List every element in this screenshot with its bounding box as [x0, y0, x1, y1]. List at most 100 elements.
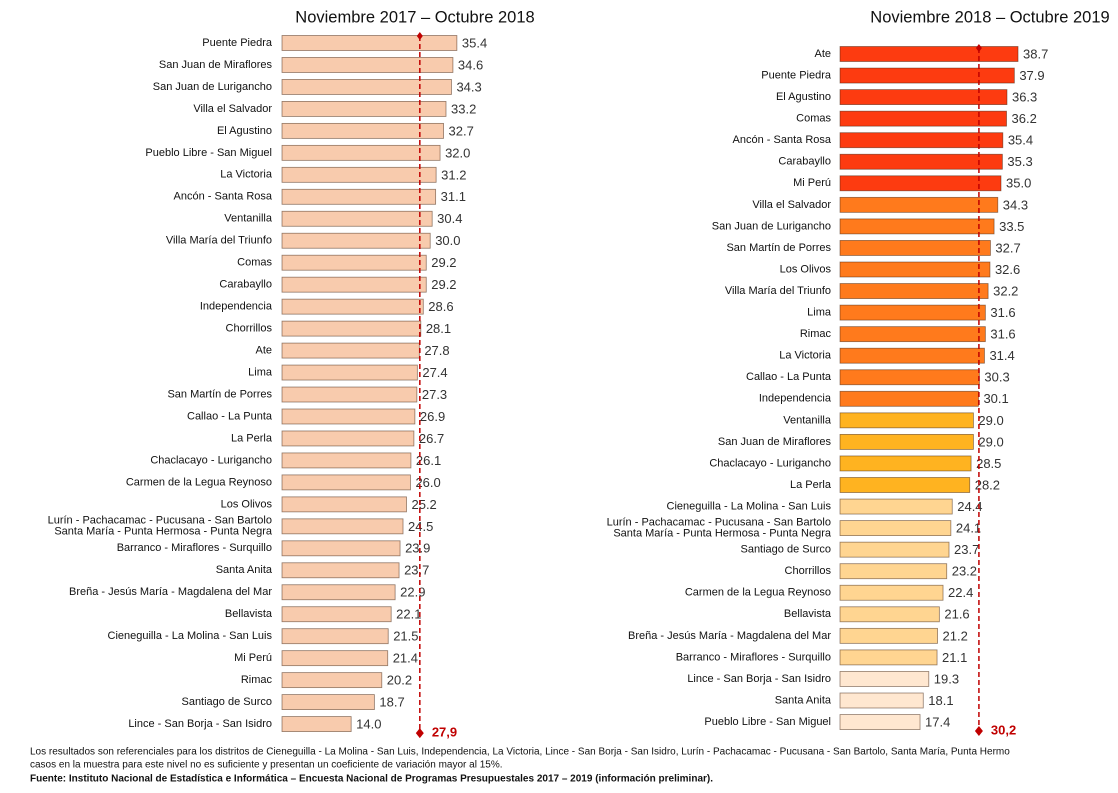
category-label: Chorrillos — [785, 565, 832, 577]
bar — [281, 606, 392, 623]
bar — [281, 452, 412, 469]
value-label: 25.2 — [411, 497, 436, 512]
value-label: 24.5 — [408, 519, 433, 534]
value-label: 29.2 — [431, 277, 456, 292]
bar — [839, 89, 1008, 105]
category-label: Lince - San Borja - San Isidro — [128, 718, 272, 730]
value-label: 19.3 — [934, 671, 959, 686]
category-label: Puente Piedra — [202, 37, 273, 49]
category-label: Lurín - Pachacamac - Pucusana - San Bart… — [48, 515, 272, 527]
category-label: Barranco - Miraflores - Surquillo — [117, 542, 272, 554]
category-label: Bellavista — [225, 608, 273, 620]
category-label: Callao - La Punta — [746, 371, 832, 383]
category-label: Chaclacayo - Lurigancho — [150, 454, 272, 466]
value-label: 28.1 — [426, 321, 451, 336]
value-label: 33.5 — [999, 219, 1024, 234]
bar — [839, 412, 974, 429]
value-label: 14.0 — [356, 717, 381, 732]
category-label: Ancón - Santa Rosa — [174, 191, 273, 203]
value-label: 21.6 — [944, 607, 969, 622]
value-label: 35.0 — [1006, 176, 1031, 191]
average-label: 30,2 — [991, 722, 1016, 737]
value-label: 27.8 — [424, 343, 449, 358]
category-label: Cieneguilla - La Molina - San Luis — [667, 500, 832, 512]
category-label: Comas — [237, 257, 272, 269]
bar — [281, 276, 427, 293]
category-label: Bellavista — [784, 608, 832, 620]
category-label: Mi Perú — [793, 177, 831, 189]
category-label: San Juan de Miraflores — [718, 436, 832, 448]
category-label: Villa el Salvador — [193, 103, 272, 115]
footnote: Los resultados son referenciales para lo… — [30, 747, 1010, 758]
bar — [839, 390, 979, 407]
bar — [839, 283, 989, 299]
value-label: 32.2 — [993, 283, 1018, 298]
category-label: Breña - Jesús María - Magdalena del Mar — [69, 586, 272, 598]
category-label: Santa Anita — [775, 694, 832, 706]
category-label: Carmen de la Legua Reynoso — [126, 476, 272, 488]
bar — [281, 672, 383, 689]
category-label: Puente Piedra — [761, 69, 832, 81]
bar — [839, 649, 938, 666]
category-label: Pueblo Libre - San Miguel — [704, 716, 831, 728]
category-label: Los Olivos — [780, 263, 832, 275]
bar — [839, 240, 991, 256]
value-label: 24.4 — [957, 499, 982, 514]
value-label: 30.1 — [983, 391, 1008, 406]
value-label: 31.2 — [441, 167, 466, 182]
category-label: Ventanilla — [783, 414, 832, 426]
value-label: 28.5 — [976, 456, 1001, 471]
bar — [839, 606, 940, 623]
bar — [281, 144, 441, 161]
value-label: 30.3 — [984, 370, 1009, 385]
bar — [839, 714, 921, 730]
bar — [281, 254, 427, 271]
bar — [839, 304, 986, 321]
category-label: Lima — [248, 366, 273, 378]
bar — [839, 520, 952, 536]
bar — [281, 650, 389, 667]
value-label: 29.0 — [978, 434, 1003, 449]
value-label: 32.7 — [449, 123, 474, 138]
bar — [839, 261, 991, 278]
average-marker — [416, 32, 423, 40]
category-label: El Agustino — [776, 91, 831, 103]
value-label: 34.3 — [456, 79, 481, 94]
bar — [839, 347, 985, 364]
bar — [839, 218, 995, 235]
value-label: 22.1 — [396, 607, 421, 622]
bar — [839, 132, 1004, 149]
bar — [281, 408, 416, 425]
category-label: Santa María - Punta Hermosa - Punta Negr… — [54, 526, 273, 538]
value-label: 26.9 — [420, 409, 445, 424]
category-label: Ventanilla — [224, 213, 273, 225]
value-label: 23.9 — [405, 541, 430, 556]
average-marker — [415, 728, 424, 739]
category-label: Carabayllo — [219, 279, 272, 291]
category-label: San Juan de Lurigancho — [712, 220, 831, 232]
category-label: Callao - La Punta — [187, 410, 273, 422]
category-label: Carabayllo — [778, 156, 831, 168]
value-label: 27.4 — [422, 365, 447, 380]
bar — [839, 627, 938, 644]
value-label: 32.7 — [995, 240, 1020, 255]
bar — [839, 196, 999, 213]
bar — [839, 326, 986, 343]
value-label: 20.2 — [387, 673, 412, 688]
category-label: Villa María del Triunfo — [166, 235, 272, 247]
bar — [281, 188, 437, 205]
bar — [281, 166, 437, 183]
bar — [839, 692, 924, 709]
value-label: 24.1 — [956, 521, 981, 536]
bar — [281, 540, 401, 557]
bar — [281, 430, 415, 447]
bar — [281, 79, 452, 95]
category-label: Carmen de la Legua Reynoso — [685, 587, 831, 599]
chart-title: Noviembre 2018 – Octubre 2019 — [870, 8, 1109, 26]
value-label: 35.3 — [1007, 154, 1032, 169]
bar — [839, 455, 972, 472]
value-label: 26.0 — [415, 475, 440, 490]
value-label: 32.6 — [995, 262, 1020, 277]
value-label: 26.7 — [419, 431, 444, 446]
